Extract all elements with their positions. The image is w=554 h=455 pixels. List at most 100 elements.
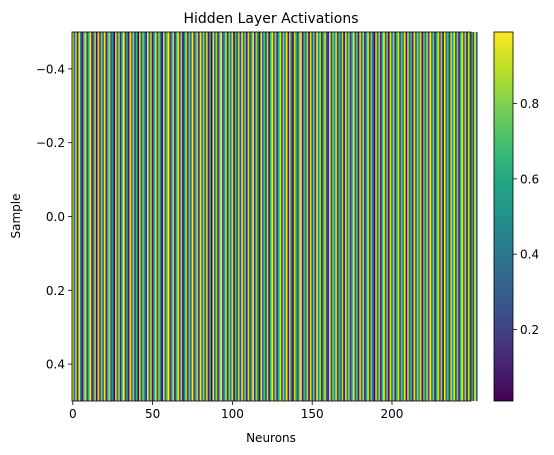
heatmap-cell [105, 32, 108, 401]
heatmap-cell [360, 32, 363, 401]
heatmap-cell [352, 32, 355, 401]
heatmap-cell [220, 32, 223, 401]
heatmap-cell [474, 32, 477, 401]
heatmap-cell [110, 32, 113, 401]
heatmap-cell [230, 32, 232, 401]
heatmap-cell [143, 32, 146, 401]
heatmap-cell [453, 32, 456, 401]
heatmap-cell [312, 32, 315, 401]
heatmap-cell [365, 32, 368, 401]
heatmap-cell [327, 32, 330, 401]
heatmap-cell [183, 32, 186, 401]
heatmap-cell [423, 32, 426, 401]
heatmap-cell [344, 32, 347, 401]
heatmap-cell [338, 32, 341, 401]
x-axis: 0 50 100 150 200 [69, 401, 403, 421]
heatmap-cell [328, 32, 331, 401]
heatmap-cell [290, 32, 293, 401]
heatmap-cell [222, 32, 224, 401]
heatmap-cell [151, 32, 154, 401]
heatmap-cell [127, 32, 130, 401]
heatmap-cell [108, 32, 111, 401]
heatmap-cell [266, 32, 269, 401]
heatmap-cell [399, 32, 402, 401]
heatmap-cell [413, 32, 416, 401]
heatmap-cell [383, 32, 386, 401]
x-tick-label: 0 [69, 407, 77, 421]
heatmap-cell [233, 32, 236, 401]
heatmap-cell [198, 32, 201, 401]
heatmap-cell [258, 32, 261, 401]
heatmap-cell [79, 32, 82, 401]
heatmap-cell [268, 32, 271, 401]
heatmap-cell [99, 32, 102, 401]
heatmap-cell [348, 32, 351, 401]
heatmap-cell [276, 32, 279, 401]
heatmap-cell [367, 32, 370, 401]
heatmap-cell [432, 32, 435, 401]
heatmap-cell [410, 32, 413, 401]
heatmap-cell [239, 32, 242, 401]
heatmap-cell [397, 32, 400, 401]
heatmap-cell [384, 32, 387, 401]
heatmap-cell [471, 32, 473, 401]
heatmap-cell [214, 32, 216, 401]
heatmap-cell [443, 32, 446, 401]
heatmap-cell [391, 32, 394, 401]
heatmap-cell [475, 32, 478, 401]
heatmap-cell [429, 32, 432, 401]
heatmap-cell [336, 32, 339, 401]
heatmap-cell [297, 32, 299, 401]
x-axis-label: Neurons [246, 431, 296, 445]
heatmap-cell [193, 32, 196, 401]
colorbar-tick-label: 0.4 [520, 248, 539, 262]
x-tick-label: 200 [381, 407, 404, 421]
heatmap-cell [389, 32, 392, 401]
heatmap-cell [209, 32, 212, 401]
heatmap-cell [175, 32, 178, 401]
heatmap-cell [261, 32, 264, 401]
heatmap-cell [116, 32, 119, 401]
heatmap-cell [150, 32, 153, 401]
heatmap-cell [381, 32, 384, 401]
heatmap-cell [311, 32, 314, 401]
y-tick-label: 0.4 [46, 358, 65, 372]
heatmap-cell [292, 32, 295, 401]
heatmap-cell [418, 32, 421, 401]
heatmap-cell [407, 32, 410, 401]
heatmap-cell [335, 32, 338, 401]
heatmap-cell [217, 32, 220, 401]
heatmap-cell [362, 32, 365, 401]
heatmap-cell [154, 32, 157, 401]
heatmap-cell [364, 32, 367, 401]
heatmap-cell [91, 32, 94, 401]
heatmap-cell [169, 32, 172, 401]
heatmap-cell [461, 32, 464, 401]
heatmap-cell [167, 32, 170, 401]
heatmap-cell [185, 32, 188, 401]
heatmap-cell [257, 32, 260, 401]
heatmap-cell [354, 32, 357, 401]
heatmap-cell [124, 32, 127, 401]
heatmap-cell [445, 32, 448, 401]
heatmap-cell [212, 32, 215, 401]
heatmap-cell [341, 32, 344, 401]
heatmap-cell [426, 32, 429, 401]
heatmap-cell [242, 32, 245, 401]
y-axis: −0.4 −0.2 0.0 0.2 0.4 [36, 62, 72, 372]
heatmap-cell [253, 32, 256, 401]
heatmap-cell [380, 32, 382, 401]
heatmap-cell [346, 32, 349, 401]
heatmap-cell [76, 32, 79, 401]
heatmap-cell [447, 32, 450, 401]
heatmap-cell [435, 32, 438, 401]
heatmap-cell [284, 32, 287, 401]
heatmap-cell [400, 32, 403, 401]
heatmap-cell [408, 32, 411, 401]
heatmap-cell [107, 32, 110, 401]
heatmap-cell [376, 32, 379, 401]
heatmap-cell [322, 32, 325, 401]
heatmap-cell [241, 32, 244, 401]
heatmap-cell [83, 32, 86, 401]
